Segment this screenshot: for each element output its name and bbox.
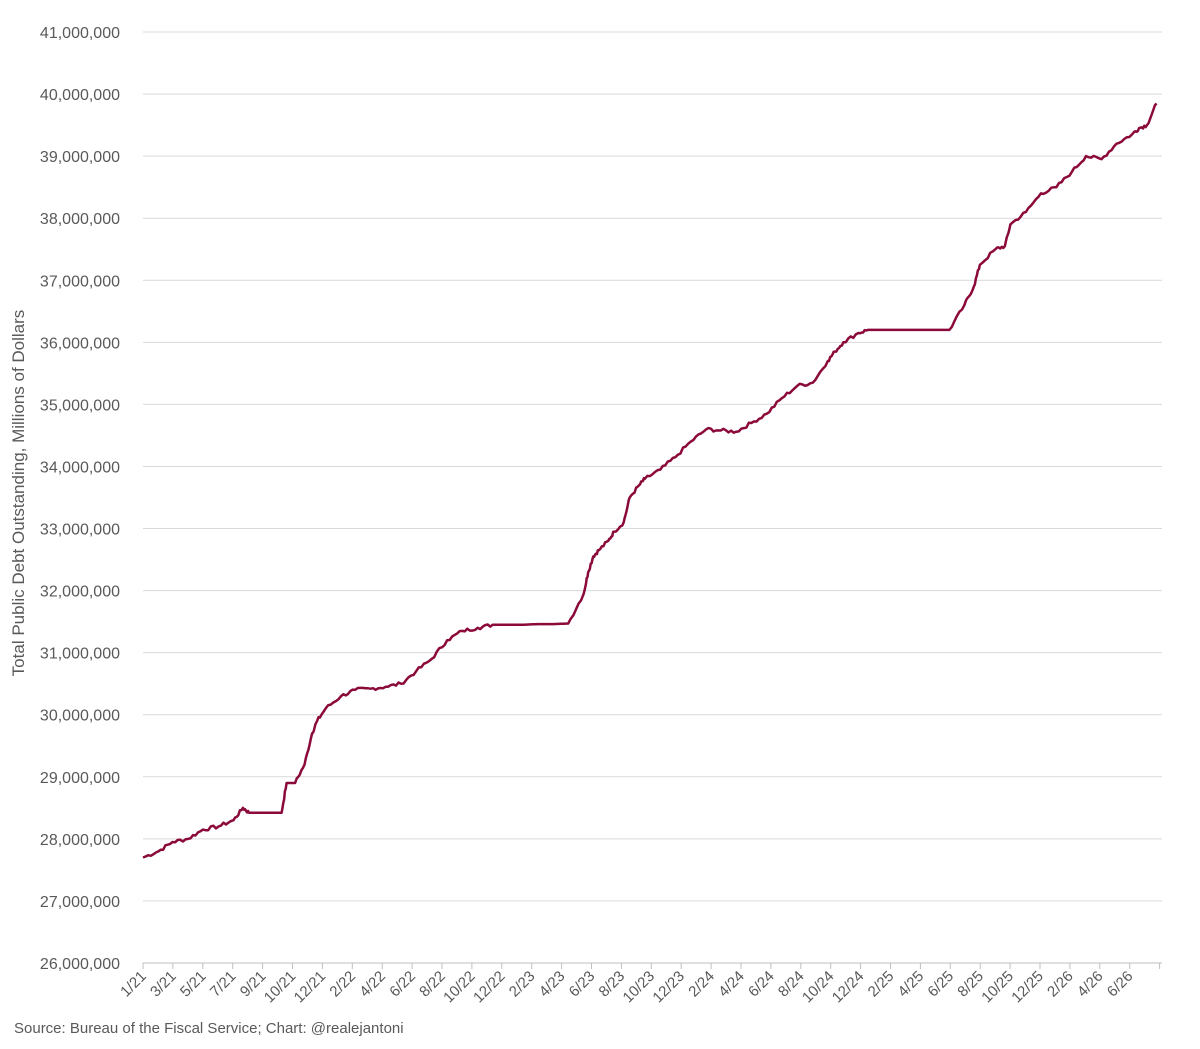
x-tick-label: 1/21 <box>117 968 150 1001</box>
x-tick-label: 4/23 <box>536 968 569 1001</box>
x-tick-label: 4/22 <box>356 968 389 1001</box>
x-tick-label: 6/24 <box>745 968 778 1001</box>
series-line <box>142 102 1158 859</box>
x-tick-label: 3/21 <box>147 968 180 1001</box>
x-tick-label: 12/21 <box>291 968 330 1007</box>
x-tick-label: 7/21 <box>207 968 240 1001</box>
x-tick-label: 12/25 <box>1008 968 1047 1007</box>
x-tick-label: 10/22 <box>440 968 479 1007</box>
y-tick-label: 38,000,000 <box>40 211 120 228</box>
x-tick-label: 10/23 <box>620 968 659 1007</box>
x-tick-label: 5/21 <box>177 968 210 1001</box>
x-tick-label: 10/24 <box>799 968 838 1007</box>
x-tick-label: 10/25 <box>978 968 1017 1007</box>
x-tick-label: 12/22 <box>470 968 509 1007</box>
x-tick-label: 2/22 <box>326 968 359 1001</box>
y-tick-label: 37,000,000 <box>40 273 120 290</box>
y-tick-label: 26,000,000 <box>40 956 120 973</box>
x-axis-ticks: 1/213/215/217/219/2110/2112/212/224/226/… <box>117 963 1161 1007</box>
y-tick-label: 41,000,000 <box>40 25 120 42</box>
x-tick-label: 6/23 <box>566 968 599 1001</box>
y-axis-title: Total Public Debt Outstanding, Millions … <box>9 310 28 677</box>
x-tick-label: 6/26 <box>1104 968 1137 1001</box>
x-tick-label: 2/23 <box>506 968 539 1001</box>
y-tick-label: 40,000,000 <box>40 87 120 104</box>
x-tick-label: 12/23 <box>649 968 688 1007</box>
x-tick-label: 4/26 <box>1074 968 1107 1001</box>
x-tick-label: 6/25 <box>924 968 957 1001</box>
y-tick-label: 36,000,000 <box>40 335 120 352</box>
x-tick-label: 10/21 <box>261 968 300 1007</box>
x-tick-label: 4/24 <box>715 968 748 1001</box>
x-tick-label: 2/24 <box>685 968 718 1001</box>
y-tick-label: 32,000,000 <box>40 584 120 601</box>
y-tick-label: 27,000,000 <box>40 894 120 911</box>
y-tick-label: 28,000,000 <box>40 832 120 849</box>
gridlines <box>143 31 1162 902</box>
y-tick-label: 29,000,000 <box>40 770 120 787</box>
x-tick-label: 2/25 <box>865 968 898 1001</box>
y-tick-label: 33,000,000 <box>40 522 120 539</box>
y-tick-label: 39,000,000 <box>40 149 120 166</box>
y-axis-ticks: 26,000,000 27,000,000 28,000,000 29,000,000… <box>40 25 120 973</box>
y-tick-label: 35,000,000 <box>40 397 120 414</box>
x-tick-label: 6/22 <box>386 968 419 1001</box>
y-tick-label: 30,000,000 <box>40 708 120 725</box>
y-tick-label: 31,000,000 <box>40 646 120 663</box>
x-tick-label: 2/26 <box>1044 968 1077 1001</box>
y-tick-label: 34,000,000 <box>40 459 120 476</box>
x-tick-label: 12/24 <box>829 968 868 1007</box>
source-note: Source: Bureau of the Fiscal Service; Ch… <box>14 1020 404 1037</box>
x-tick-label: 4/25 <box>895 968 928 1001</box>
